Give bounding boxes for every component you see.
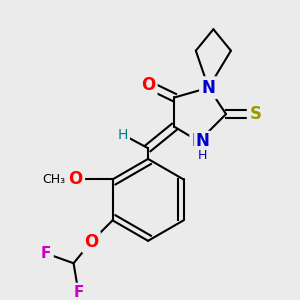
Text: H: H [118,128,128,142]
Text: S: S [249,105,261,123]
Text: F: F [73,285,84,300]
Text: O: O [84,233,98,251]
Text: N: N [202,79,215,97]
Text: N: N [196,132,210,150]
Text: O: O [68,170,83,188]
Text: CH₃: CH₃ [43,173,66,186]
Text: N: N [192,132,206,150]
Text: H: H [198,148,207,161]
Text: F: F [41,246,52,261]
Text: O: O [141,76,155,94]
